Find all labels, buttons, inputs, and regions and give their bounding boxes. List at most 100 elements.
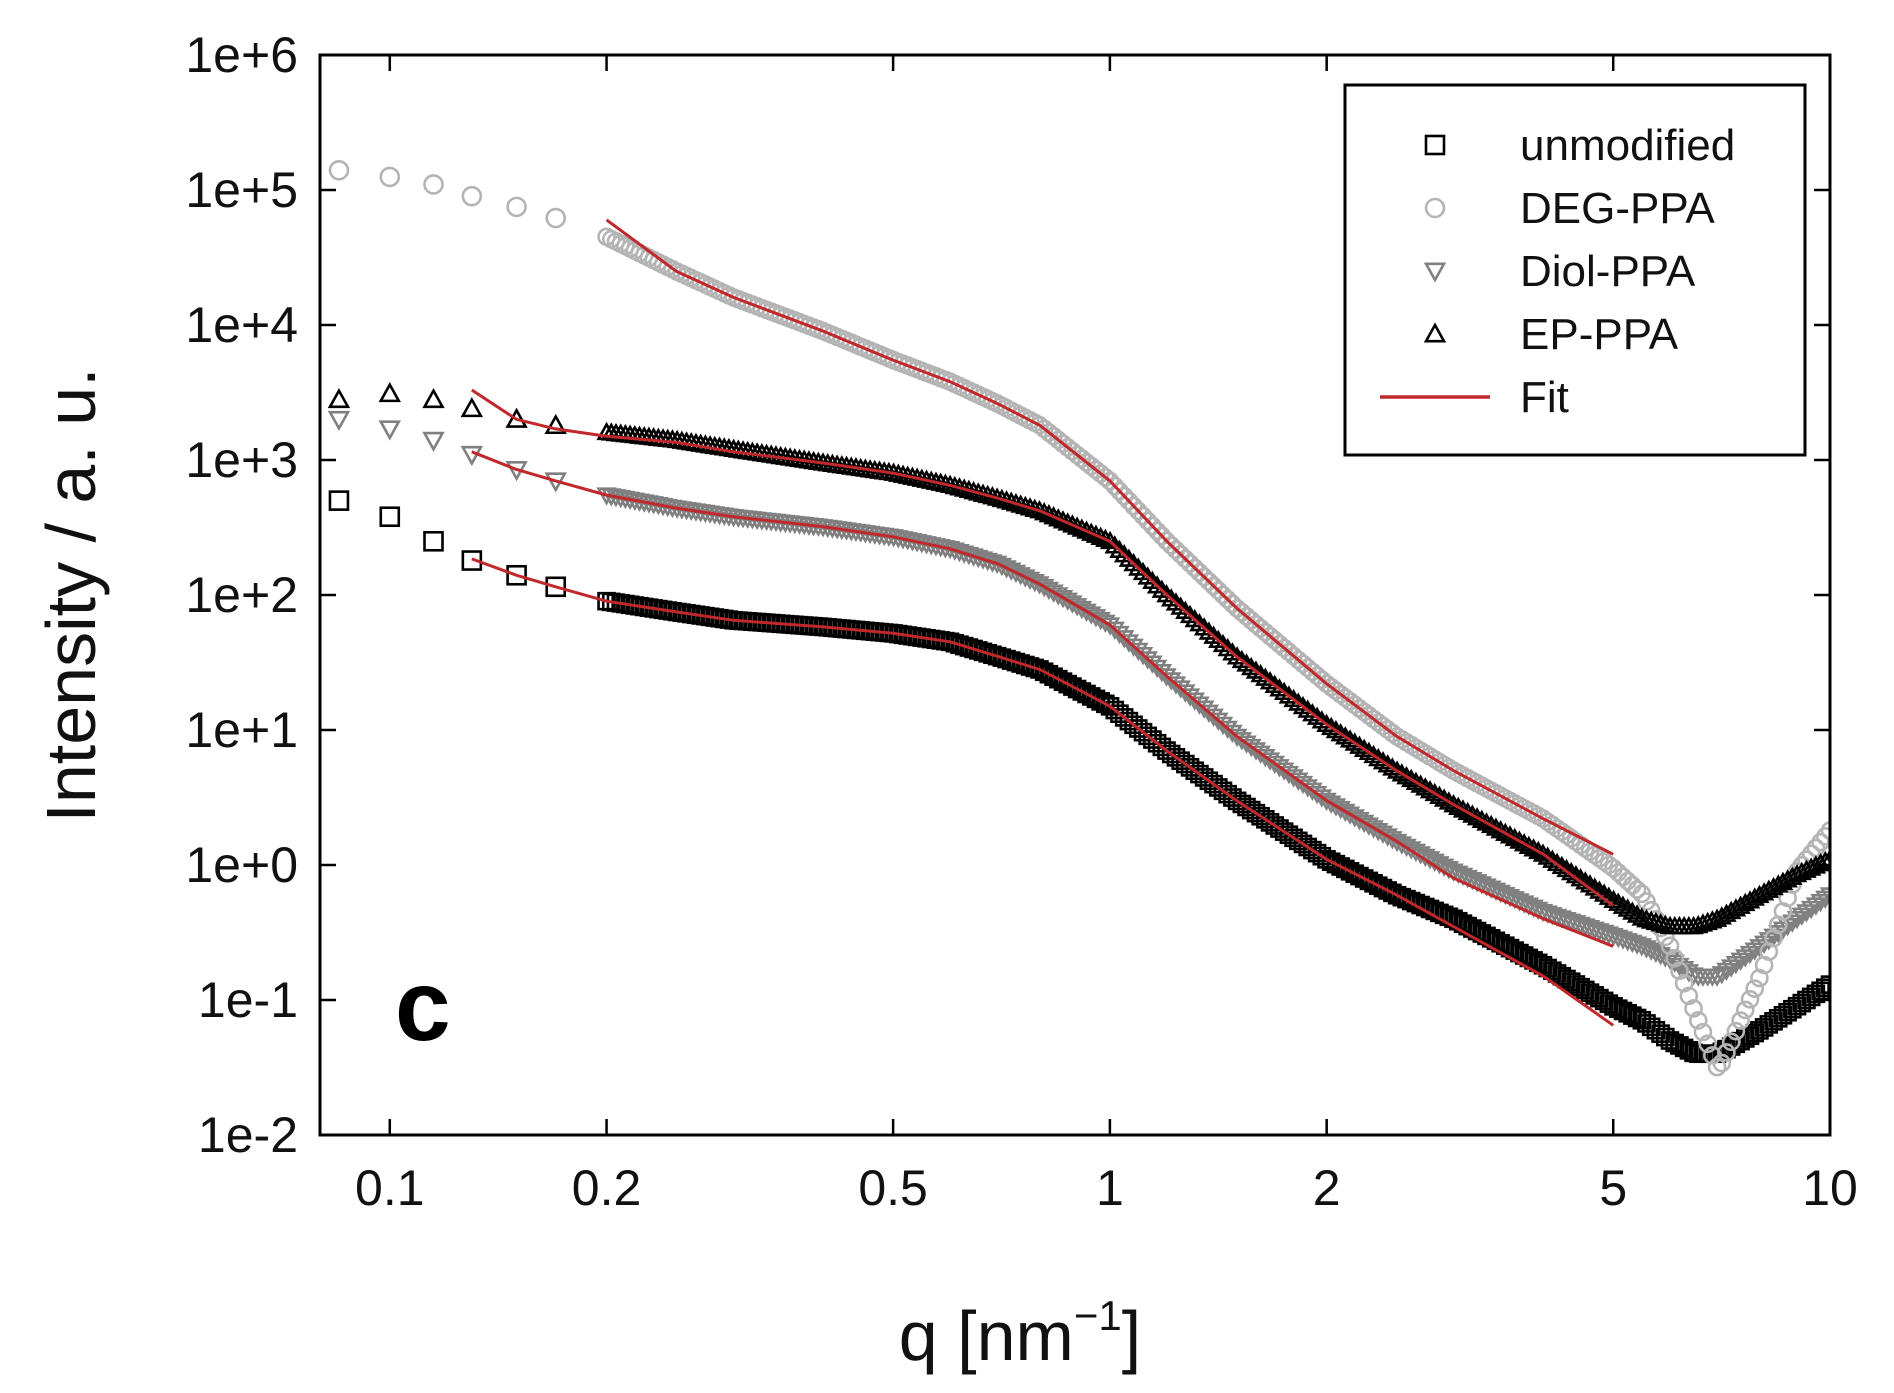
- series-unmodified-point: [992, 648, 1012, 667]
- series-unmodified-point: [968, 641, 988, 660]
- series-unmodified-point: [1016, 655, 1035, 675]
- series-deg-ppa-point: [1731, 1011, 1750, 1030]
- legend-entry-ep-ppa: EP-PPA: [1423, 310, 1679, 359]
- legend-label: EP-PPA: [1520, 310, 1679, 359]
- x-tick-label: 0.2: [572, 1160, 642, 1216]
- series-unmodified-point: [954, 636, 974, 656]
- series-ep-ppa-point: [1349, 735, 1370, 754]
- series-deg-ppa-point: [1707, 1057, 1727, 1077]
- y-axis-label: Intensity / a. u.: [32, 367, 110, 822]
- legend-entry-deg-ppa: DEG-PPA: [1424, 184, 1715, 233]
- series-deg-ppa-point: [1674, 974, 1694, 993]
- series-unmodified-point: [1001, 651, 1021, 670]
- series-deg-ppa-point: [1717, 1043, 1736, 1062]
- series-unmodified-point: [545, 576, 567, 598]
- y-tick-label: 1e-2: [198, 1107, 298, 1163]
- series-unmodified-point: [1401, 891, 1421, 911]
- series-unmodified-point: [1397, 889, 1416, 909]
- series-ep-ppa-point: [1650, 913, 1671, 932]
- series-ep-ppa-point: [1325, 719, 1347, 739]
- fit-line-4: [471, 557, 1615, 1027]
- series-deg-ppa-point: [1745, 979, 1765, 998]
- legend-label: Fit: [1520, 373, 1569, 422]
- series-ep-ppa-point: [378, 381, 401, 403]
- series-unmodified-point: [423, 530, 444, 552]
- series-unmodified-point: [1674, 1038, 1694, 1058]
- y-tick-label: 1e+1: [185, 702, 298, 758]
- series-ep-ppa-point: [1612, 895, 1634, 914]
- legend-label: DEG-PPA: [1520, 184, 1715, 233]
- series-ep-ppa-point: [1368, 747, 1389, 767]
- series-unmodified-point: [1213, 781, 1233, 801]
- series-ep-ppa-point: [1768, 874, 1789, 893]
- series-ep-ppa-point: [1622, 901, 1643, 920]
- series-unmodified-point: [1166, 748, 1186, 767]
- series-deg-ppa-point: [1147, 521, 1167, 541]
- series-ep-ppa-point: [1589, 880, 1610, 899]
- series-deg-ppa-point: [328, 159, 350, 181]
- series-deg-ppa-point: [1679, 986, 1699, 1006]
- series-deg-ppa-point: [1114, 486, 1134, 506]
- series-ep-ppa-point: [1716, 903, 1737, 922]
- series-ep-ppa-point: [1321, 716, 1342, 736]
- series-diol-ppa-point: [422, 431, 445, 452]
- y-tick-label: 1e+5: [185, 162, 298, 218]
- series-ep-ppa-point: [1730, 895, 1751, 914]
- series-ep-ppa-point: [1749, 884, 1770, 904]
- series-unmodified-point: [1171, 751, 1190, 770]
- series-ep-ppa-point: [1377, 754, 1398, 773]
- series-ep-ppa-point: [1339, 729, 1361, 748]
- series-diol-ppa-point: [460, 445, 484, 467]
- series-unmodified-point: [1096, 694, 1115, 714]
- series-deg-ppa-point: [1665, 948, 1685, 968]
- x-tick-label: 10: [1802, 1160, 1858, 1216]
- series-unmodified-point: [1011, 654, 1030, 673]
- y-tick-label: 1e+0: [185, 837, 298, 893]
- series-unmodified-point: [1223, 788, 1242, 807]
- fit-line-3: [471, 450, 1614, 948]
- series-ep-ppa-point: [1608, 892, 1629, 911]
- x-tick-label: 1: [1096, 1160, 1124, 1216]
- series-unmodified-point: [950, 635, 969, 654]
- series-unmodified-point: [1392, 887, 1412, 907]
- series-ep-ppa-point: [460, 396, 484, 418]
- panel-letter: c: [395, 950, 451, 1062]
- series-unmodified-point: [461, 550, 483, 571]
- series-deg-ppa-point: [1684, 999, 1703, 1018]
- series-ep-ppa-point: [1720, 900, 1742, 920]
- series-unmodified-point: [328, 490, 350, 511]
- series-ep-ppa-point: [1763, 876, 1784, 896]
- series-ep-ppa-point: [1344, 732, 1365, 751]
- series-ep-ppa-point: [1584, 877, 1605, 896]
- series-deg-ppa-point: [1736, 1000, 1755, 1020]
- series-unmodified-point: [1006, 652, 1026, 672]
- series-deg-ppa-point: [1152, 526, 1172, 546]
- series-ep-ppa-point: [1636, 909, 1657, 928]
- series-ep-ppa-point: [1645, 911, 1667, 931]
- series-deg-ppa-point: [1726, 1021, 1746, 1041]
- series-unmodified-point: [1815, 978, 1830, 997]
- series-unmodified-point: [1383, 883, 1402, 903]
- legend-label: unmodified: [1520, 121, 1735, 170]
- series-ep-ppa-point: [1372, 751, 1394, 770]
- series-ep-ppa-point: [1655, 914, 1676, 933]
- series-ep-ppa-point: [1330, 722, 1351, 742]
- legend-marker: [1423, 322, 1447, 343]
- series-ep-ppa-point: [1358, 741, 1380, 761]
- legend-marker: [1424, 134, 1446, 156]
- series-deg-ppa-point: [1105, 476, 1125, 496]
- series-deg-ppa-point: [506, 196, 527, 218]
- series-unmodified-point: [1204, 774, 1223, 794]
- series-ep-ppa-point: [1631, 907, 1652, 926]
- series-deg-ppa-point: [1820, 821, 1830, 840]
- series-ep-ppa-point: [1382, 757, 1403, 776]
- series-deg-ppa-point: [1143, 516, 1162, 536]
- series-deg-ppa-point: [1533, 809, 1553, 828]
- series-unmodified-point: [1199, 771, 1219, 791]
- series-ep-ppa-point: [1617, 898, 1638, 917]
- series-unmodified-point: [1020, 657, 1040, 676]
- series-ep-ppa-point: [327, 387, 351, 409]
- fit-line-2: [470, 388, 1615, 907]
- series-unmodified-point: [1025, 658, 1045, 678]
